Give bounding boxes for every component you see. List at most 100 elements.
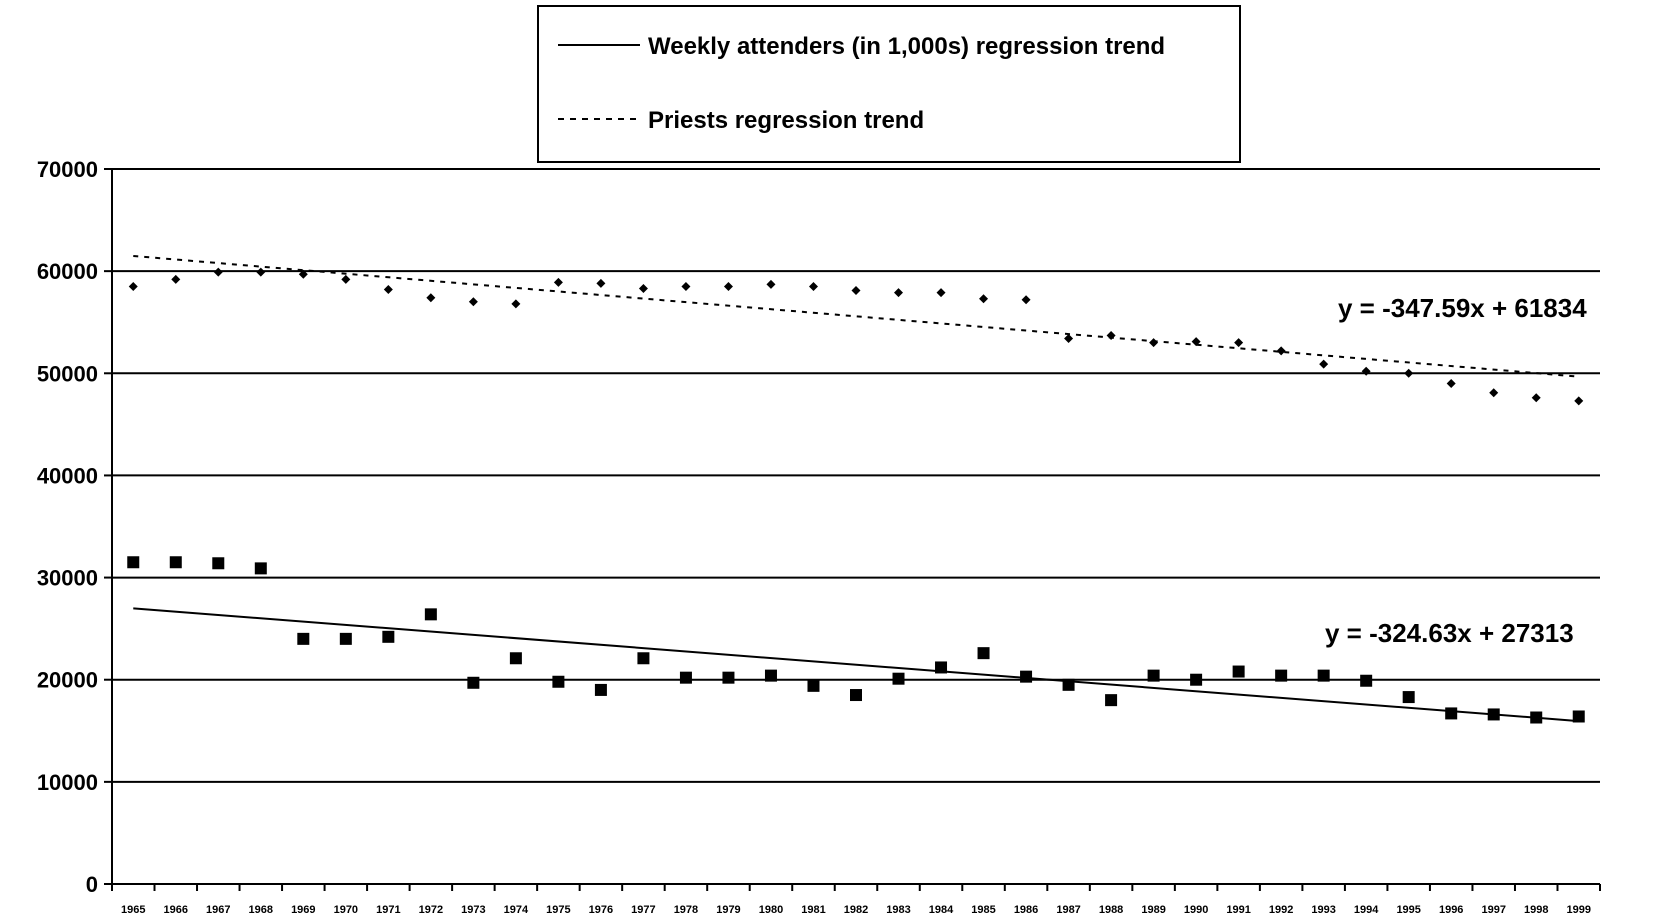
x-tick-label: 1992: [1269, 904, 1293, 916]
y-tick-label: 10000: [37, 770, 98, 795]
axes: [104, 168, 1601, 891]
legend: Weekly attenders (in 1,000s) regression …: [537, 5, 1241, 163]
x-tick-label: 1987: [1056, 904, 1080, 916]
x-tick-label: 1989: [1141, 904, 1165, 916]
point-priests: [638, 284, 648, 294]
point-attenders: [424, 608, 437, 621]
point-priests: [1361, 366, 1371, 376]
x-tick-label: 1997: [1481, 904, 1505, 916]
y-tick-label: 0: [86, 872, 98, 897]
point-priests: [511, 299, 521, 309]
point-priests: [894, 288, 904, 298]
x-tick-label: 1976: [589, 904, 613, 916]
point-priests: [979, 294, 989, 304]
legend-label-priests-trend: Priests regression trend: [648, 107, 924, 134]
point-priests: [1149, 338, 1159, 348]
point-attenders: [977, 647, 990, 660]
point-priests: [213, 267, 223, 277]
x-tick-label: 1979: [716, 904, 740, 916]
point-attenders: [212, 557, 225, 570]
x-tick-label: 1988: [1099, 904, 1123, 916]
x-tick-label: 1985: [971, 904, 995, 916]
point-priests: [1574, 396, 1584, 406]
point-priests: [1021, 295, 1031, 305]
point-attenders: [1445, 707, 1458, 720]
point-attenders: [1487, 708, 1500, 721]
y-tick-label: 50000: [37, 361, 98, 386]
point-attenders: [1105, 694, 1118, 707]
point-priests: [468, 297, 478, 307]
x-tick-label: 1980: [759, 904, 783, 916]
point-attenders: [637, 652, 650, 665]
x-tick-label: 1969: [291, 904, 315, 916]
x-tick-label: 1994: [1354, 904, 1379, 916]
point-attenders: [552, 675, 565, 688]
x-tick-label: 1967: [206, 904, 230, 916]
y-tick-label: 40000: [37, 463, 98, 488]
data-points: [127, 267, 1585, 724]
x-tick-label: 1972: [419, 904, 443, 916]
point-priests: [936, 288, 946, 298]
x-tick-label: 1982: [844, 904, 868, 916]
equation-attenders-trend: y = -324.63x + 27313: [1325, 618, 1574, 648]
x-tick-label: 1978: [674, 904, 698, 916]
point-attenders: [382, 630, 395, 643]
point-attenders: [467, 676, 480, 689]
y-tick-label: 20000: [37, 668, 98, 693]
equation-priests-trend: y = -347.59x + 61834: [1338, 293, 1587, 323]
x-tick-label: 1990: [1184, 904, 1208, 916]
point-priests: [851, 286, 861, 296]
point-priests: [723, 281, 733, 291]
point-priests: [1191, 337, 1201, 347]
x-tick-label: 1974: [504, 904, 529, 916]
point-attenders: [764, 669, 777, 682]
x-tick-label: 1991: [1226, 904, 1250, 916]
point-attenders: [254, 562, 267, 575]
legend-label-attenders-trend: Weekly attenders (in 1,000s) regression …: [648, 33, 1165, 60]
point-priests: [383, 285, 393, 295]
point-attenders: [1530, 711, 1543, 724]
x-tick-label: 1995: [1396, 904, 1420, 916]
point-attenders: [1317, 669, 1330, 682]
x-tick-label: 1999: [1567, 904, 1591, 916]
point-priests: [298, 269, 308, 279]
point-priests: [1064, 334, 1074, 344]
legend-box: [537, 5, 1241, 163]
point-attenders: [1275, 669, 1288, 682]
point-priests: [341, 274, 351, 284]
point-attenders: [127, 556, 140, 569]
point-attenders: [1062, 678, 1075, 691]
x-tick-label: 1970: [334, 904, 358, 916]
x-tick-label: 1968: [249, 904, 273, 916]
point-attenders: [1402, 691, 1415, 704]
point-priests: [1531, 393, 1541, 403]
x-tick-label: 1973: [461, 904, 485, 916]
point-attenders: [297, 632, 310, 645]
point-attenders: [807, 679, 820, 692]
x-tick-label: 1981: [801, 904, 825, 916]
y-tick-label: 60000: [37, 259, 98, 284]
point-attenders: [1232, 665, 1245, 678]
y-tick-label: 30000: [37, 566, 98, 591]
trendlines: [133, 254, 1579, 723]
x-tick-label: 1993: [1311, 904, 1335, 916]
x-tick-label: 1996: [1439, 904, 1463, 916]
trendline-attenders: [133, 607, 1579, 723]
point-attenders: [339, 632, 352, 645]
point-priests: [1446, 379, 1456, 388]
x-tick-label: 1986: [1014, 904, 1038, 916]
point-priests: [1319, 359, 1329, 369]
point-priests: [128, 281, 138, 291]
point-attenders: [722, 671, 735, 684]
y-axis-tick-labels: 0 10000 20000 30000 40000 50000 60000 70000: [37, 157, 98, 897]
point-attenders: [509, 652, 522, 665]
point-priests: [596, 278, 606, 288]
point-priests: [1276, 346, 1286, 356]
point-attenders: [850, 689, 862, 702]
point-priests: [256, 267, 266, 277]
point-priests: [1234, 338, 1244, 348]
point-attenders: [679, 671, 692, 684]
gridlines: [112, 168, 1600, 783]
point-attenders: [1020, 670, 1033, 683]
